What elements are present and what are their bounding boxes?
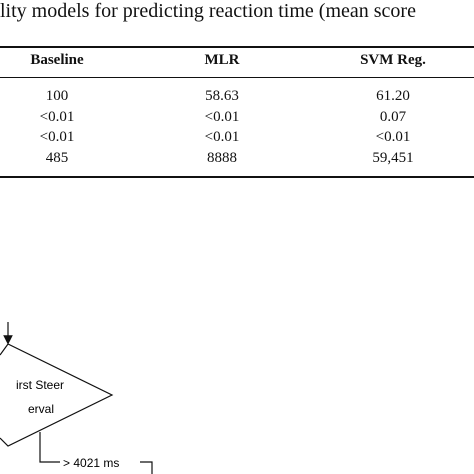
node-text: erval [28, 402, 54, 416]
table-cell: <0.01 [204, 108, 240, 125]
table-cell: 100 [45, 88, 69, 104]
column-header: SVM Reg. [360, 52, 426, 68]
edge [140, 461, 153, 474]
caption: lity models for predicting reaction time… [0, 0, 416, 22]
table-cell: 58.63 [205, 88, 239, 104]
table-cell: <0.01 [204, 129, 240, 145]
table-cell: 59,451 [372, 149, 414, 166]
table-top-rule [0, 46, 474, 48]
column-header: Baseline [30, 52, 84, 68]
table-cell: 485 [45, 149, 69, 166]
edge-label: > 4021 ms [63, 456, 119, 470]
column-header: MLR [204, 52, 240, 68]
table-cell: 8888 [207, 149, 237, 166]
edge [39, 432, 60, 463]
table-cell: 0.07 [379, 108, 407, 125]
decision-diamond [0, 343, 114, 447]
table-cell: <0.01 [39, 108, 75, 125]
table-cell: <0.01 [375, 129, 411, 145]
table-bottom-rule [0, 176, 474, 178]
table-cell: <0.01 [39, 129, 75, 145]
node-text: irst Steer [16, 378, 64, 392]
table-cell: 61.20 [376, 88, 410, 104]
table-header-rule [0, 77, 474, 78]
